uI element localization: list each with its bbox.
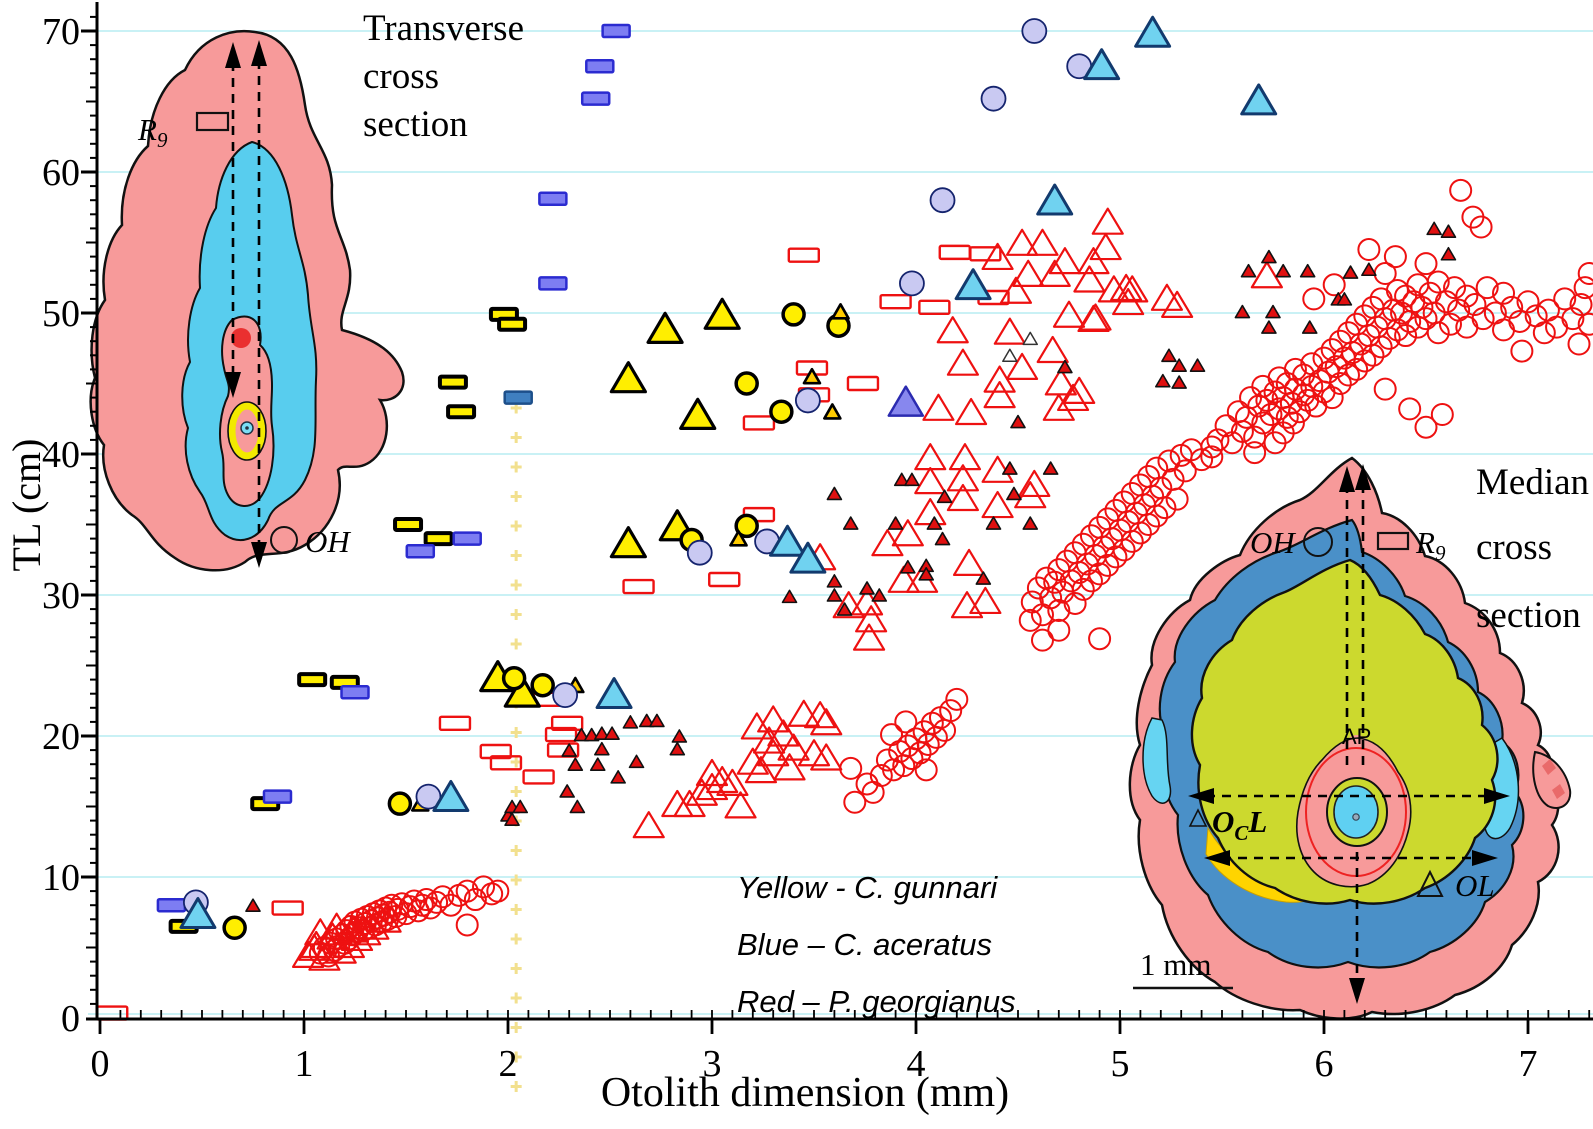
transverse-title-line2: cross	[363, 56, 439, 97]
x-tick-5: 5	[1111, 1043, 1130, 1085]
ocl-glyph-icon	[1188, 808, 1208, 827]
median-oh-glyph-icon	[1303, 527, 1333, 557]
y-axis-tick-labels: 0 10 20 30 40 50 60 70	[42, 11, 80, 1040]
axes	[81, 2, 1593, 1034]
x-tick-2: 2	[499, 1043, 518, 1085]
median-arrows	[1206, 484, 1494, 986]
legend-aceratus: Blue – C. aceratus	[737, 927, 992, 962]
transverse-center-nucleus	[245, 426, 249, 430]
median-spur-mark-2	[1552, 784, 1565, 799]
median-title-line3: section	[1476, 595, 1581, 636]
x-tick-7: 7	[1519, 1043, 1538, 1085]
y-tick-50: 50	[42, 293, 80, 335]
legend-gunnari: Yellow - C. gunnari	[737, 870, 998, 905]
ocl-label: OCL	[1212, 804, 1267, 845]
median-cyan-left	[1142, 717, 1172, 804]
scalebar-label: 1 mm	[1140, 947, 1211, 982]
x-axis-tick-labels: 0 1 2 3 4 5 6 7	[91, 1043, 1538, 1085]
series-p-georgianus-ol	[291, 207, 1283, 971]
median-arrowheads	[1188, 464, 1510, 1004]
series-p-georgianus-oh	[308, 178, 1593, 968]
transverse-r9-glyph-icon	[195, 111, 230, 132]
median-oh-label: OH	[1250, 525, 1296, 560]
transverse-core-pink	[219, 315, 275, 507]
x-tick-6: 6	[1315, 1043, 1334, 1085]
median-spur-mark-1	[1542, 759, 1556, 775]
transverse-arrowheads	[225, 40, 267, 568]
x-tick-4: 4	[907, 1043, 926, 1085]
scatter-markers	[96, 15, 1593, 1021]
y-tick-30: 30	[42, 575, 80, 617]
series-c-aceratus-r9	[156, 23, 631, 913]
median-r9-glyph-icon	[1376, 531, 1410, 551]
transverse-arrows	[231, 60, 261, 548]
median-title-line1: Median	[1476, 462, 1589, 503]
transverse-yellow-ring-outline	[227, 401, 267, 461]
y-tick-70: 70	[42, 11, 80, 53]
transverse-section-illustration	[89, 29, 405, 572]
x-axis-title: Otolith dimension (mm)	[601, 1070, 1009, 1116]
dotted-guide-line	[510, 402, 522, 1092]
transverse-red-dot	[231, 328, 251, 348]
transverse-title-line1: Transverse	[363, 8, 524, 49]
ol-glyph-icon	[1416, 869, 1444, 897]
ap-label: AP	[1342, 724, 1371, 749]
transverse-r9-label: R9	[137, 112, 168, 152]
transverse-title-line3: section	[363, 104, 468, 145]
median-core-nucleus	[1352, 813, 1360, 821]
x-tick-1: 1	[295, 1043, 314, 1085]
series-c-aceratus-r9-dark	[503, 390, 533, 405]
transverse-yellow-ring	[228, 402, 266, 460]
median-title-line2: cross	[1476, 527, 1552, 568]
series-c-aceratus-ol	[179, 15, 1278, 929]
median-section-illustration	[1128, 456, 1572, 1020]
ol-label: OL	[1455, 868, 1495, 903]
transverse-oh-label: OH	[305, 524, 351, 559]
series-c-aceratus-oh	[182, 18, 1093, 916]
median-cyan-core	[1333, 785, 1379, 839]
legend-georgianus: Red – P. georgianus	[737, 984, 1016, 1019]
y-tick-40: 40	[42, 434, 80, 476]
y-tick-20: 20	[42, 716, 80, 758]
y-tick-0: 0	[61, 998, 80, 1040]
x-tick-0: 0	[91, 1043, 110, 1085]
median-green-body	[1190, 558, 1499, 905]
y-tick-10: 10	[42, 857, 80, 899]
median-r9-label: R9	[1415, 525, 1446, 565]
series-c-gunnari-oh	[222, 302, 851, 941]
series-c-aceratus-ol-violet	[887, 385, 925, 417]
series-p-georgianus-ocl	[245, 221, 1457, 912]
y-axis-title: TL (cm)	[4, 439, 49, 572]
y-tick-60: 60	[42, 152, 80, 194]
x-tick-3: 3	[703, 1043, 722, 1085]
transverse-oh-glyph-icon	[270, 526, 298, 554]
series-ocl-open-small	[1002, 331, 1038, 363]
